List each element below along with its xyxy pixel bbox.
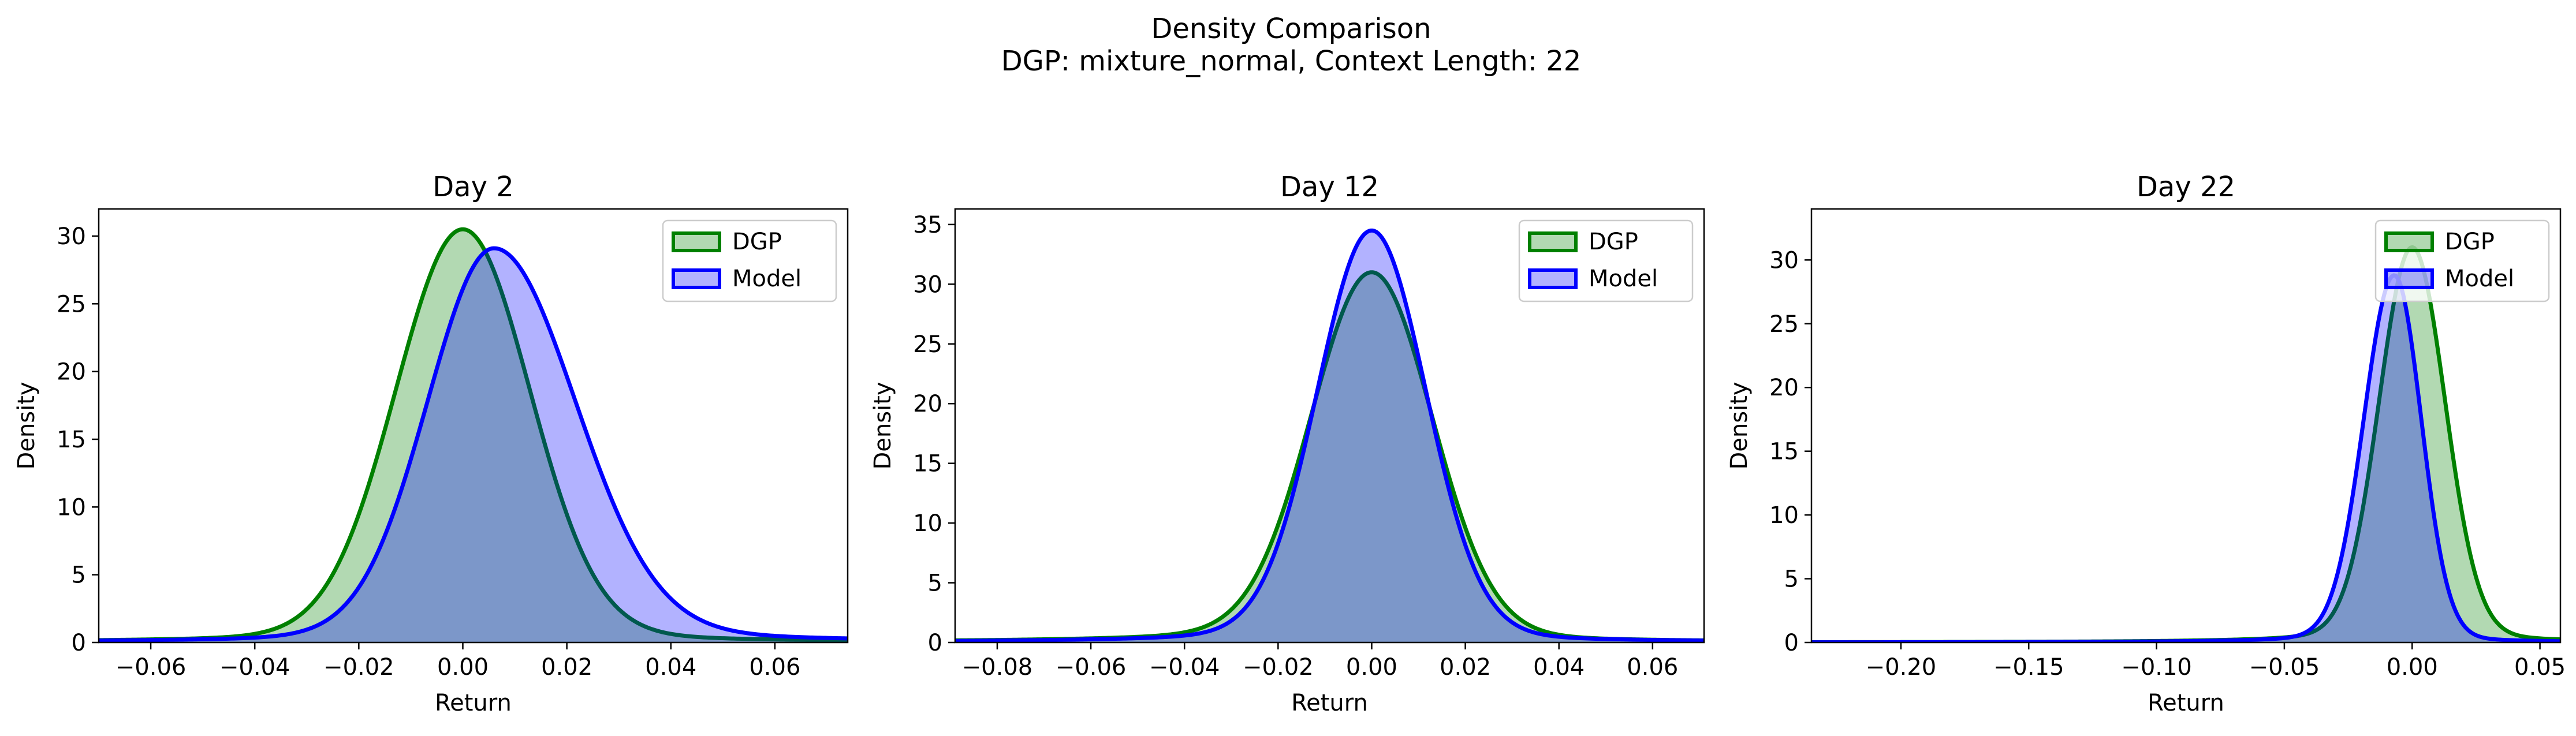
legend-swatch-dgp [1530,233,1576,251]
x-tick-label: −0.04 [1149,654,1220,681]
y-tick-label: 15 [1769,439,1799,465]
x-axis-label: Return [1291,690,1368,716]
y-tick-label: 0 [928,630,942,656]
legend-swatch-border [2384,268,2434,289]
x-tick-label: 0.04 [645,654,696,681]
y-tick-label: 25 [913,331,942,358]
y-tick-label: 15 [913,451,942,477]
x-tick-label: 0.04 [1533,654,1585,681]
dgp-density-fill [955,272,1704,642]
y-tick-label: 5 [1784,566,1799,593]
legend: DGP Model [2374,219,2550,302]
legend-swatch-border [672,231,721,252]
model-density-line [99,246,848,642]
y-tick-label: 15 [57,427,86,453]
x-tick-label: −0.05 [2249,654,2320,681]
x-tick-label: −0.06 [115,654,187,681]
y-axis-label: Density [1726,382,1753,469]
x-tick-label: −0.15 [1993,654,2064,681]
model-density-fill [99,248,848,642]
x-tick-label: −0.02 [1243,654,1314,681]
y-tick-label: 10 [913,510,942,537]
legend-swatch-border [1528,231,1578,252]
x-tick-label: 0.00 [437,654,489,681]
model-density-fill [1811,275,2560,642]
y-tick-label: 25 [1769,311,1799,338]
x-tick-label: −0.20 [1866,654,1937,681]
x-tick-label: 0.06 [1627,654,1678,681]
y-tick-label: 30 [57,223,86,250]
y-tick-label: 30 [1769,247,1799,274]
x-tick-label: −0.06 [1056,654,1127,681]
y-tick-label: 25 [57,291,86,317]
legend-label-dgp: DGP [732,229,782,255]
plot-area [955,228,1704,642]
model-density-fill [955,230,1704,642]
legend-box [662,219,837,302]
x-tick-label: −0.10 [2121,654,2192,681]
dgp-density-fill [99,229,848,642]
y-tick-label: 20 [1769,375,1799,401]
x-tick-label: 0.06 [749,654,800,681]
legend-label-dgp: DGP [2445,229,2495,255]
x-tick-label: 0.00 [2387,654,2438,681]
y-tick-label: 30 [913,271,942,298]
plot-area [1811,245,2560,642]
x-tick-label: 0.02 [541,654,592,681]
density-panel-3: Day 22 −0.20 −0.15 −0.10 −0.05 0.00 0.05 0 5 10 15… [1726,171,2566,716]
x-tick-label: 0.02 [1440,654,1491,681]
x-tick-label: 0.00 [1346,654,1397,681]
model-density-line [955,228,1704,642]
legend-label-model: Model [2445,266,2514,292]
y-tick-label: 20 [913,391,942,417]
y-tick-label: 5 [928,570,942,597]
legend-label-dgp: DGP [1589,229,1638,255]
legend-swatch-model [2386,270,2432,287]
axes-frame [954,208,1705,644]
x-tick-label: −0.08 [962,654,1033,681]
x-axis-label: Return [2148,690,2224,716]
legend-label-model: Model [732,266,801,292]
legend: DGP Model [662,219,837,302]
x-tick-label: −0.02 [323,654,394,681]
plot-area [99,227,848,642]
y-tick-label: 5 [72,562,86,589]
panel-title: Day 2 [433,171,514,203]
axes-frame [1810,208,2562,644]
y-tick-label: 10 [57,494,86,521]
y-tick-label: 0 [1784,630,1799,656]
dgp-density-fill [1811,247,2560,642]
panel-title: Day 12 [1280,171,1379,203]
x-tick-label: 0.05 [2514,654,2566,681]
legend-swatch-model [673,270,720,287]
legend-swatch-dgp [2386,233,2432,251]
legend-swatch-border [1528,268,1578,289]
x-tick-label: −0.04 [219,654,290,681]
legend-swatch-model [1530,270,1576,287]
legend-swatch-border [2384,231,2434,252]
legend-swatch-dgp [673,233,720,251]
legend-box [1518,219,1694,302]
x-axis-label: Return [435,690,512,716]
y-axis-label: Density [870,382,896,469]
y-tick-label: 35 [913,212,942,238]
figure-title-line-1: Density Comparison [1151,13,1431,45]
y-tick-label: 10 [1769,502,1799,529]
density-panel-1: Day 2 −0.06 −0.04 −0.02 0.00 0.02 0.04 0.06 0 5 10… [13,171,849,716]
figure-title-line-2: DGP: mixture_normal, Context Length: 22 [1001,45,1582,77]
y-tick-label: 20 [57,359,86,386]
y-axis-label: Density [13,382,40,469]
axes-frame [98,208,849,644]
legend-box [2374,219,2550,302]
legend-swatch-border [672,268,721,289]
panel-title: Day 22 [2137,171,2235,203]
density-panel-2: Day 12 −0.08 −0.06 −0.04 −0.02 0.00 0.02 0.04 0.… [870,171,1705,716]
legend-label-model: Model [1589,266,1658,292]
y-tick-label: 0 [72,630,86,656]
legend: DGP Model [1518,219,1694,302]
